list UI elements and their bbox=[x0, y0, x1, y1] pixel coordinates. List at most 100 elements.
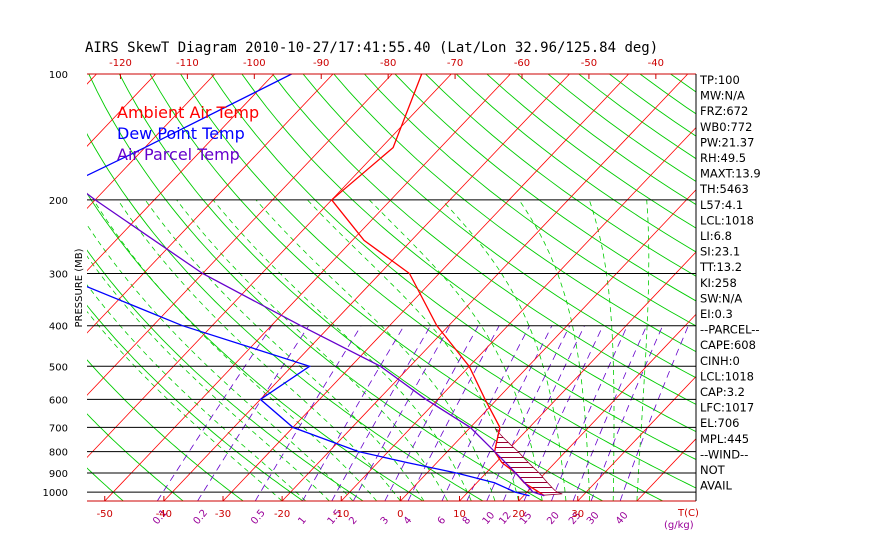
index-item: NOT bbox=[700, 463, 726, 477]
bottom-temp-label: 30 bbox=[571, 509, 584, 520]
isotherm-line bbox=[518, 313, 696, 501]
dry-adiabat-line bbox=[87, 467, 124, 501]
mixing-ratio-label: 0.5 bbox=[249, 508, 268, 527]
dry-adiabat-line bbox=[0, 74, 63, 501]
top-temp-label: -40 bbox=[648, 58, 664, 69]
moist-adiabat-line bbox=[441, 199, 567, 501]
moist-adiabat-line bbox=[87, 255, 330, 501]
index-item: WB0:772 bbox=[700, 120, 752, 134]
index-item: MW:N/A bbox=[700, 89, 745, 103]
mixing-ratio-label: 0.2 bbox=[191, 508, 210, 527]
legend-entry: Dew Point Temp bbox=[117, 124, 245, 143]
moist-adiabat-line bbox=[87, 224, 354, 501]
moist-adiabat-line bbox=[87, 310, 283, 501]
mixing-ratio-line bbox=[156, 325, 273, 501]
dry-adiabat-line bbox=[639, 74, 696, 115]
mixing-ratio-line bbox=[407, 325, 500, 501]
dry-adiabat-line bbox=[87, 133, 484, 501]
top-temp-label: -90 bbox=[313, 58, 329, 69]
dry-adiabats bbox=[0, 74, 870, 501]
pressure-tick-label: 900 bbox=[49, 469, 68, 480]
pressure-tick-label: 700 bbox=[49, 423, 68, 434]
series-line-dew-point-temp bbox=[87, 74, 530, 497]
index-item: TT:13.2 bbox=[699, 260, 742, 274]
top-temp-label: -110 bbox=[176, 58, 199, 69]
dry-adiabat-line bbox=[87, 304, 304, 501]
bottom-temp-label: 10 bbox=[453, 509, 466, 520]
dry-adiabat-line bbox=[210, 74, 696, 461]
isotherm-line bbox=[755, 74, 870, 501]
isotherm-line bbox=[87, 74, 334, 334]
pressure-tick-label: 800 bbox=[49, 448, 68, 459]
isotherm-line bbox=[222, 74, 629, 501]
mixing-ratio-line bbox=[523, 325, 604, 501]
moist-adiabat-line bbox=[212, 199, 472, 501]
bottom-temp-label: -50 bbox=[97, 509, 113, 520]
top-temp-label: -80 bbox=[380, 58, 396, 69]
isotherm-line bbox=[400, 189, 696, 501]
dry-adiabat-line bbox=[87, 249, 364, 501]
index-item: RH:49.5 bbox=[700, 151, 746, 165]
index-item: CAPE:608 bbox=[700, 338, 756, 352]
mixing-ratio-label: 8 bbox=[461, 515, 474, 527]
isotherm-line bbox=[87, 74, 452, 459]
top-temp-label: -70 bbox=[447, 58, 463, 69]
index-item: SI:23.1 bbox=[700, 245, 740, 259]
bottom-temp-label: 0 bbox=[397, 509, 403, 520]
dry-adiabat-line bbox=[180, 74, 696, 489]
dry-adiabat-line bbox=[302, 74, 696, 379]
dry-adiabat-line bbox=[364, 74, 696, 327]
dry-adiabat-line bbox=[119, 74, 604, 501]
moist-adiabat-line bbox=[176, 199, 449, 501]
dry-adiabat-line bbox=[333, 74, 696, 353]
mixing-ratio-line bbox=[619, 325, 689, 501]
isotherm-line bbox=[0, 74, 37, 501]
index-item: LFC:1017 bbox=[700, 401, 754, 415]
dry-adiabat-line bbox=[87, 413, 184, 501]
mixing-ratio-line bbox=[254, 325, 362, 501]
moist-adiabat-line bbox=[518, 199, 590, 501]
index-item: SW:N/A bbox=[700, 291, 742, 305]
isotherm-line bbox=[281, 74, 689, 501]
mixing-ratio-line bbox=[590, 325, 664, 501]
top-temp-label: -60 bbox=[514, 58, 530, 69]
pressure-tick-label: 100 bbox=[49, 70, 68, 81]
dry-adiabat-line bbox=[394, 74, 696, 302]
index-item: PW:21.37 bbox=[700, 135, 754, 149]
mixing-ratio-line bbox=[197, 325, 310, 501]
legend-entry: Ambient Air Temp bbox=[117, 103, 259, 122]
index-item: EL:706 bbox=[700, 416, 740, 430]
profile-curves bbox=[87, 74, 545, 497]
series-line-air-parcel-temp bbox=[87, 192, 545, 497]
dry-adiabat-line bbox=[455, 74, 696, 253]
moist-adiabat-line bbox=[307, 199, 519, 501]
pressure-tick-label: 1000 bbox=[43, 488, 68, 499]
index-item: CINH:0 bbox=[700, 354, 740, 368]
dry-adiabat-line bbox=[824, 74, 870, 501]
mixing-ratio-line bbox=[572, 325, 647, 501]
bottom-temp-label: -30 bbox=[215, 509, 231, 520]
index-item: --WIND-- bbox=[700, 447, 748, 461]
isotherm-line bbox=[577, 375, 696, 501]
mixing-ratio-label: 20 bbox=[545, 510, 562, 527]
index-item: CAP:3.2 bbox=[700, 385, 745, 399]
index-item: EI:0.3 bbox=[700, 307, 733, 321]
mixing-ratio-line bbox=[441, 325, 530, 501]
index-item: LI:6.8 bbox=[700, 229, 732, 243]
index-item: L57:4.1 bbox=[700, 198, 743, 212]
index-item: MPL:445 bbox=[700, 432, 749, 446]
top-temp-label: -100 bbox=[243, 58, 266, 69]
pressure-tick-label: 300 bbox=[49, 270, 68, 281]
mixing-ratio-label: 3 bbox=[379, 515, 392, 527]
pressure-tick-label: 600 bbox=[49, 395, 68, 406]
index-item: FRZ:672 bbox=[700, 104, 748, 118]
moist-adiabats bbox=[87, 199, 650, 501]
dry-adiabat-line bbox=[272, 74, 696, 405]
isotherms bbox=[0, 74, 870, 501]
legend-entry: Air Parcel Temp bbox=[117, 145, 240, 164]
index-item: LCL:1018 bbox=[700, 369, 754, 383]
mixing-ratio-line bbox=[302, 325, 405, 501]
mixing-ratio-unit: (g/kg) bbox=[664, 520, 694, 531]
mixing-ratio-line bbox=[502, 325, 585, 501]
